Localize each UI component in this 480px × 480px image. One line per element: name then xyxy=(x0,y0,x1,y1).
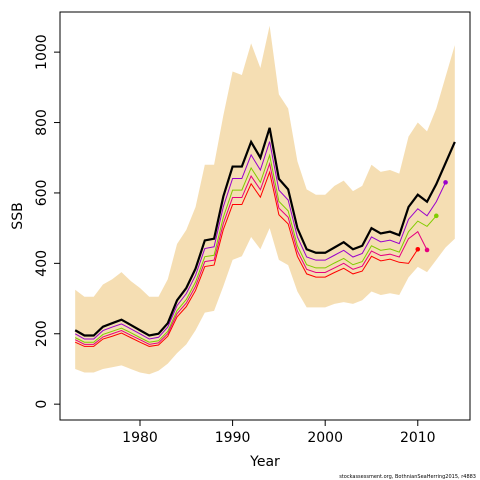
y-tick-label: 0 xyxy=(34,400,50,409)
series-line xyxy=(74,161,428,345)
y-tick-label: 800 xyxy=(34,109,50,136)
y-tick-label: 200 xyxy=(34,320,50,347)
end-point xyxy=(433,213,439,219)
series-line xyxy=(74,153,437,343)
x-axis-label: Year xyxy=(249,454,280,470)
plot-frame xyxy=(59,11,471,421)
end-point xyxy=(424,247,430,253)
y-tick-label: 600 xyxy=(34,180,50,207)
series-line xyxy=(74,170,419,347)
y-tick-label: 400 xyxy=(34,250,50,277)
y-axis-label: SSB xyxy=(10,202,26,229)
x-tick-label: 2000 xyxy=(307,430,343,446)
series-line xyxy=(74,141,447,340)
y-tick-label: 1000 xyxy=(34,34,50,70)
x-tick-label: 2010 xyxy=(400,430,436,446)
x-tick-label: 1990 xyxy=(215,430,251,446)
x-tick-label: 1980 xyxy=(122,430,158,446)
end-point xyxy=(415,246,421,252)
confidence-band xyxy=(75,25,455,375)
series-line xyxy=(74,127,456,337)
end-point xyxy=(443,180,448,185)
footnote: stockassessment.org, BothnianSeaHerring2… xyxy=(339,474,476,480)
